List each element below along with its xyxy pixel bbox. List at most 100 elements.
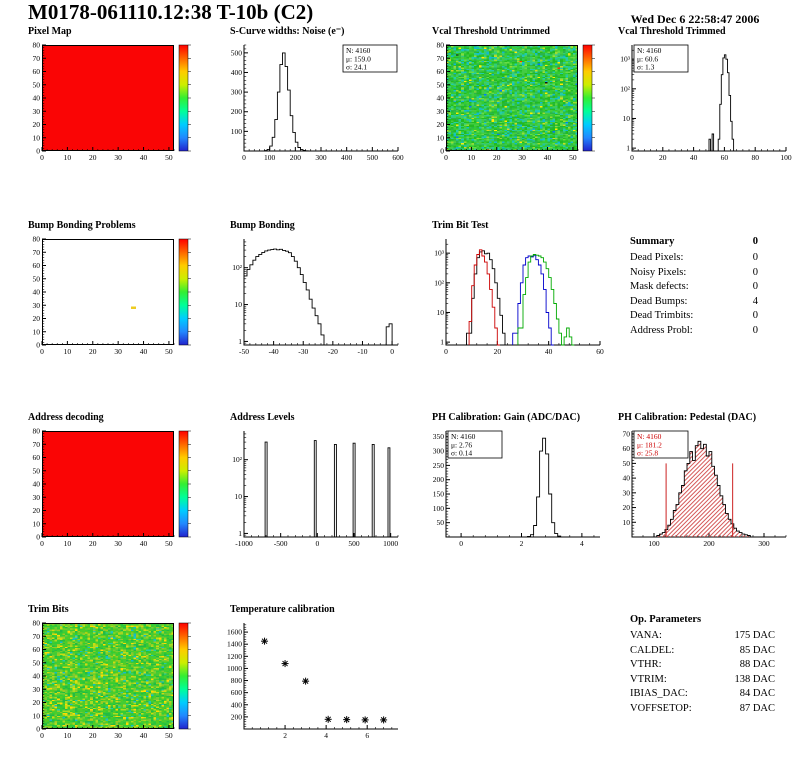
svg-text:10: 10	[33, 711, 41, 720]
svg-text:70: 70	[623, 429, 631, 438]
panel-title: Temperature calibration	[230, 604, 335, 615]
svg-text:70: 70	[33, 54, 41, 63]
svg-text:50: 50	[569, 153, 577, 162]
summary-row: Address Probl: 0	[630, 324, 758, 336]
svg-text:0: 0	[630, 153, 634, 162]
svg-text:0: 0	[40, 731, 44, 740]
svg-text:600: 600	[231, 688, 243, 697]
svg-text:1: 1	[626, 144, 630, 153]
svg-text:10: 10	[33, 133, 41, 142]
svg-text:-30: -30	[298, 347, 308, 356]
color-scale-bar	[178, 44, 189, 152]
svg-text:σ: 0.14: σ: 0.14	[451, 449, 472, 458]
data-point-marker	[380, 716, 388, 724]
svg-text:20: 20	[33, 506, 41, 515]
panel-title: Address decoding	[28, 412, 104, 423]
panel-title: Trim Bits	[28, 604, 69, 615]
svg-text:2: 2	[283, 731, 287, 740]
svg-text:10²: 10²	[232, 455, 243, 464]
pixel-map-plot: 0 10 20 30 40 50 0 10 20 30 40 50 60 70 80	[14, 39, 204, 167]
svg-text:100: 100	[433, 504, 445, 513]
svg-text:0: 0	[459, 539, 463, 548]
svg-text:30: 30	[114, 347, 122, 356]
svg-text:20: 20	[89, 347, 97, 356]
svg-text:20: 20	[494, 347, 502, 356]
svg-text:50: 50	[165, 731, 173, 740]
panel-bump-problems: Bump Bonding Problems 0 10 20 30 40 50 0 10 20 30…	[14, 220, 204, 362]
svg-text:60: 60	[33, 453, 41, 462]
svg-text:σ: 24.1: σ: 24.1	[346, 63, 367, 72]
color-scale-bar	[178, 238, 189, 346]
svg-text:30: 30	[623, 488, 631, 497]
svg-text:10: 10	[64, 539, 72, 548]
address-levels-plot: -1000 -500 0 500 1000 1 10 10²	[216, 425, 406, 553]
svg-text:20: 20	[623, 503, 631, 512]
svg-text:-50: -50	[239, 347, 249, 356]
trim-bits-heatmap	[42, 623, 174, 729]
color-scale-bar	[582, 44, 593, 152]
svg-text:30: 30	[518, 153, 526, 162]
op-parameter-row: VTHR: 88 DAC	[630, 659, 775, 670]
address-levels-chart: -1000 -500 0 500 1000 1 10 10²	[232, 431, 398, 548]
bump-problems-chart: 0 10 20 30 40 50 0 10 20 30 40 50 60 70 80	[33, 235, 191, 356]
svg-text:50: 50	[165, 347, 173, 356]
svg-text:80: 80	[33, 427, 41, 436]
summary-row: Dead Bumps: 4	[630, 295, 758, 307]
pixel-map-chart: 0 10 20 30 40 50 0 10 20 30 40 50 60 70 80	[33, 41, 191, 162]
svg-text:20: 20	[493, 153, 501, 162]
svg-text:10: 10	[437, 308, 445, 317]
svg-text:1000: 1000	[227, 664, 242, 673]
svg-text:40: 40	[690, 153, 698, 162]
trim-bit-test-chart: 0 20 40 60 1 10 10² 10³	[434, 239, 604, 356]
svg-text:30: 30	[33, 493, 41, 502]
panel-title: Vcal Threshold Untrimmed	[432, 26, 550, 37]
op-parameter-row: VOFFSETOP: 87 DAC	[630, 702, 775, 714]
svg-text:80: 80	[33, 619, 41, 628]
svg-text:50: 50	[33, 80, 41, 89]
svg-text:0: 0	[444, 347, 448, 356]
svg-text:40: 40	[623, 474, 631, 483]
summary-header: Summary 0	[630, 236, 758, 247]
svg-text:40: 40	[544, 153, 552, 162]
trim-bit-test-plot: 0 20 40 60 1 10 10² 10³	[418, 233, 608, 361]
svg-text:-40: -40	[269, 347, 279, 356]
svg-text:1200: 1200	[227, 652, 242, 661]
svg-text:σ: 1.3: σ: 1.3	[637, 63, 655, 72]
svg-text:1400: 1400	[227, 640, 242, 649]
stats-box	[633, 44, 689, 73]
panel-title: Bump Bonding	[230, 220, 295, 231]
svg-text:800: 800	[231, 676, 243, 685]
svg-text:50: 50	[33, 658, 41, 667]
data-point-marker	[343, 716, 351, 724]
op-parameter-row: IBIAS_DAC: 84 DAC	[630, 688, 775, 699]
svg-text:70: 70	[33, 248, 41, 257]
svg-text:4: 4	[324, 731, 328, 740]
svg-text:70: 70	[33, 440, 41, 449]
svg-text:10: 10	[33, 327, 41, 336]
svg-text:0: 0	[36, 533, 40, 542]
panel-title: Vcal Threshold Trimmed	[618, 26, 726, 37]
svg-text:500: 500	[367, 153, 379, 162]
svg-text:50: 50	[165, 539, 173, 548]
svg-text:100: 100	[264, 153, 276, 162]
bump-problems-plot: 0 10 20 30 40 50 0 10 20 30 40 50 60 70 80	[14, 233, 204, 361]
svg-text:10: 10	[437, 133, 445, 142]
svg-text:50: 50	[437, 518, 445, 527]
svg-text:80: 80	[751, 153, 759, 162]
svg-text:-500: -500	[274, 539, 288, 548]
svg-text:80: 80	[437, 41, 445, 50]
svg-text:10: 10	[468, 153, 476, 162]
svg-text:70: 70	[437, 54, 445, 63]
svg-text:0: 0	[36, 341, 40, 350]
op-parameters-title: Op. Parameters	[630, 614, 702, 625]
svg-text:10²: 10²	[434, 278, 445, 287]
svg-text:200: 200	[290, 153, 302, 162]
svg-text:σ: 25.8: σ: 25.8	[637, 449, 658, 458]
svg-text:10: 10	[64, 153, 72, 162]
vcal-untrimmed-plot: 0 10 20 30 40 50 0 10 20 30 40 50 60 70 80	[418, 39, 608, 167]
panel-temperature: Temperature calibration 2 4 6 200 400 600 800 1…	[216, 604, 406, 746]
op-parameter-row: VTRIM: 138 DAC	[630, 673, 775, 685]
svg-text:0: 0	[315, 539, 319, 548]
svg-text:N: 4160: N: 4160	[451, 432, 476, 441]
